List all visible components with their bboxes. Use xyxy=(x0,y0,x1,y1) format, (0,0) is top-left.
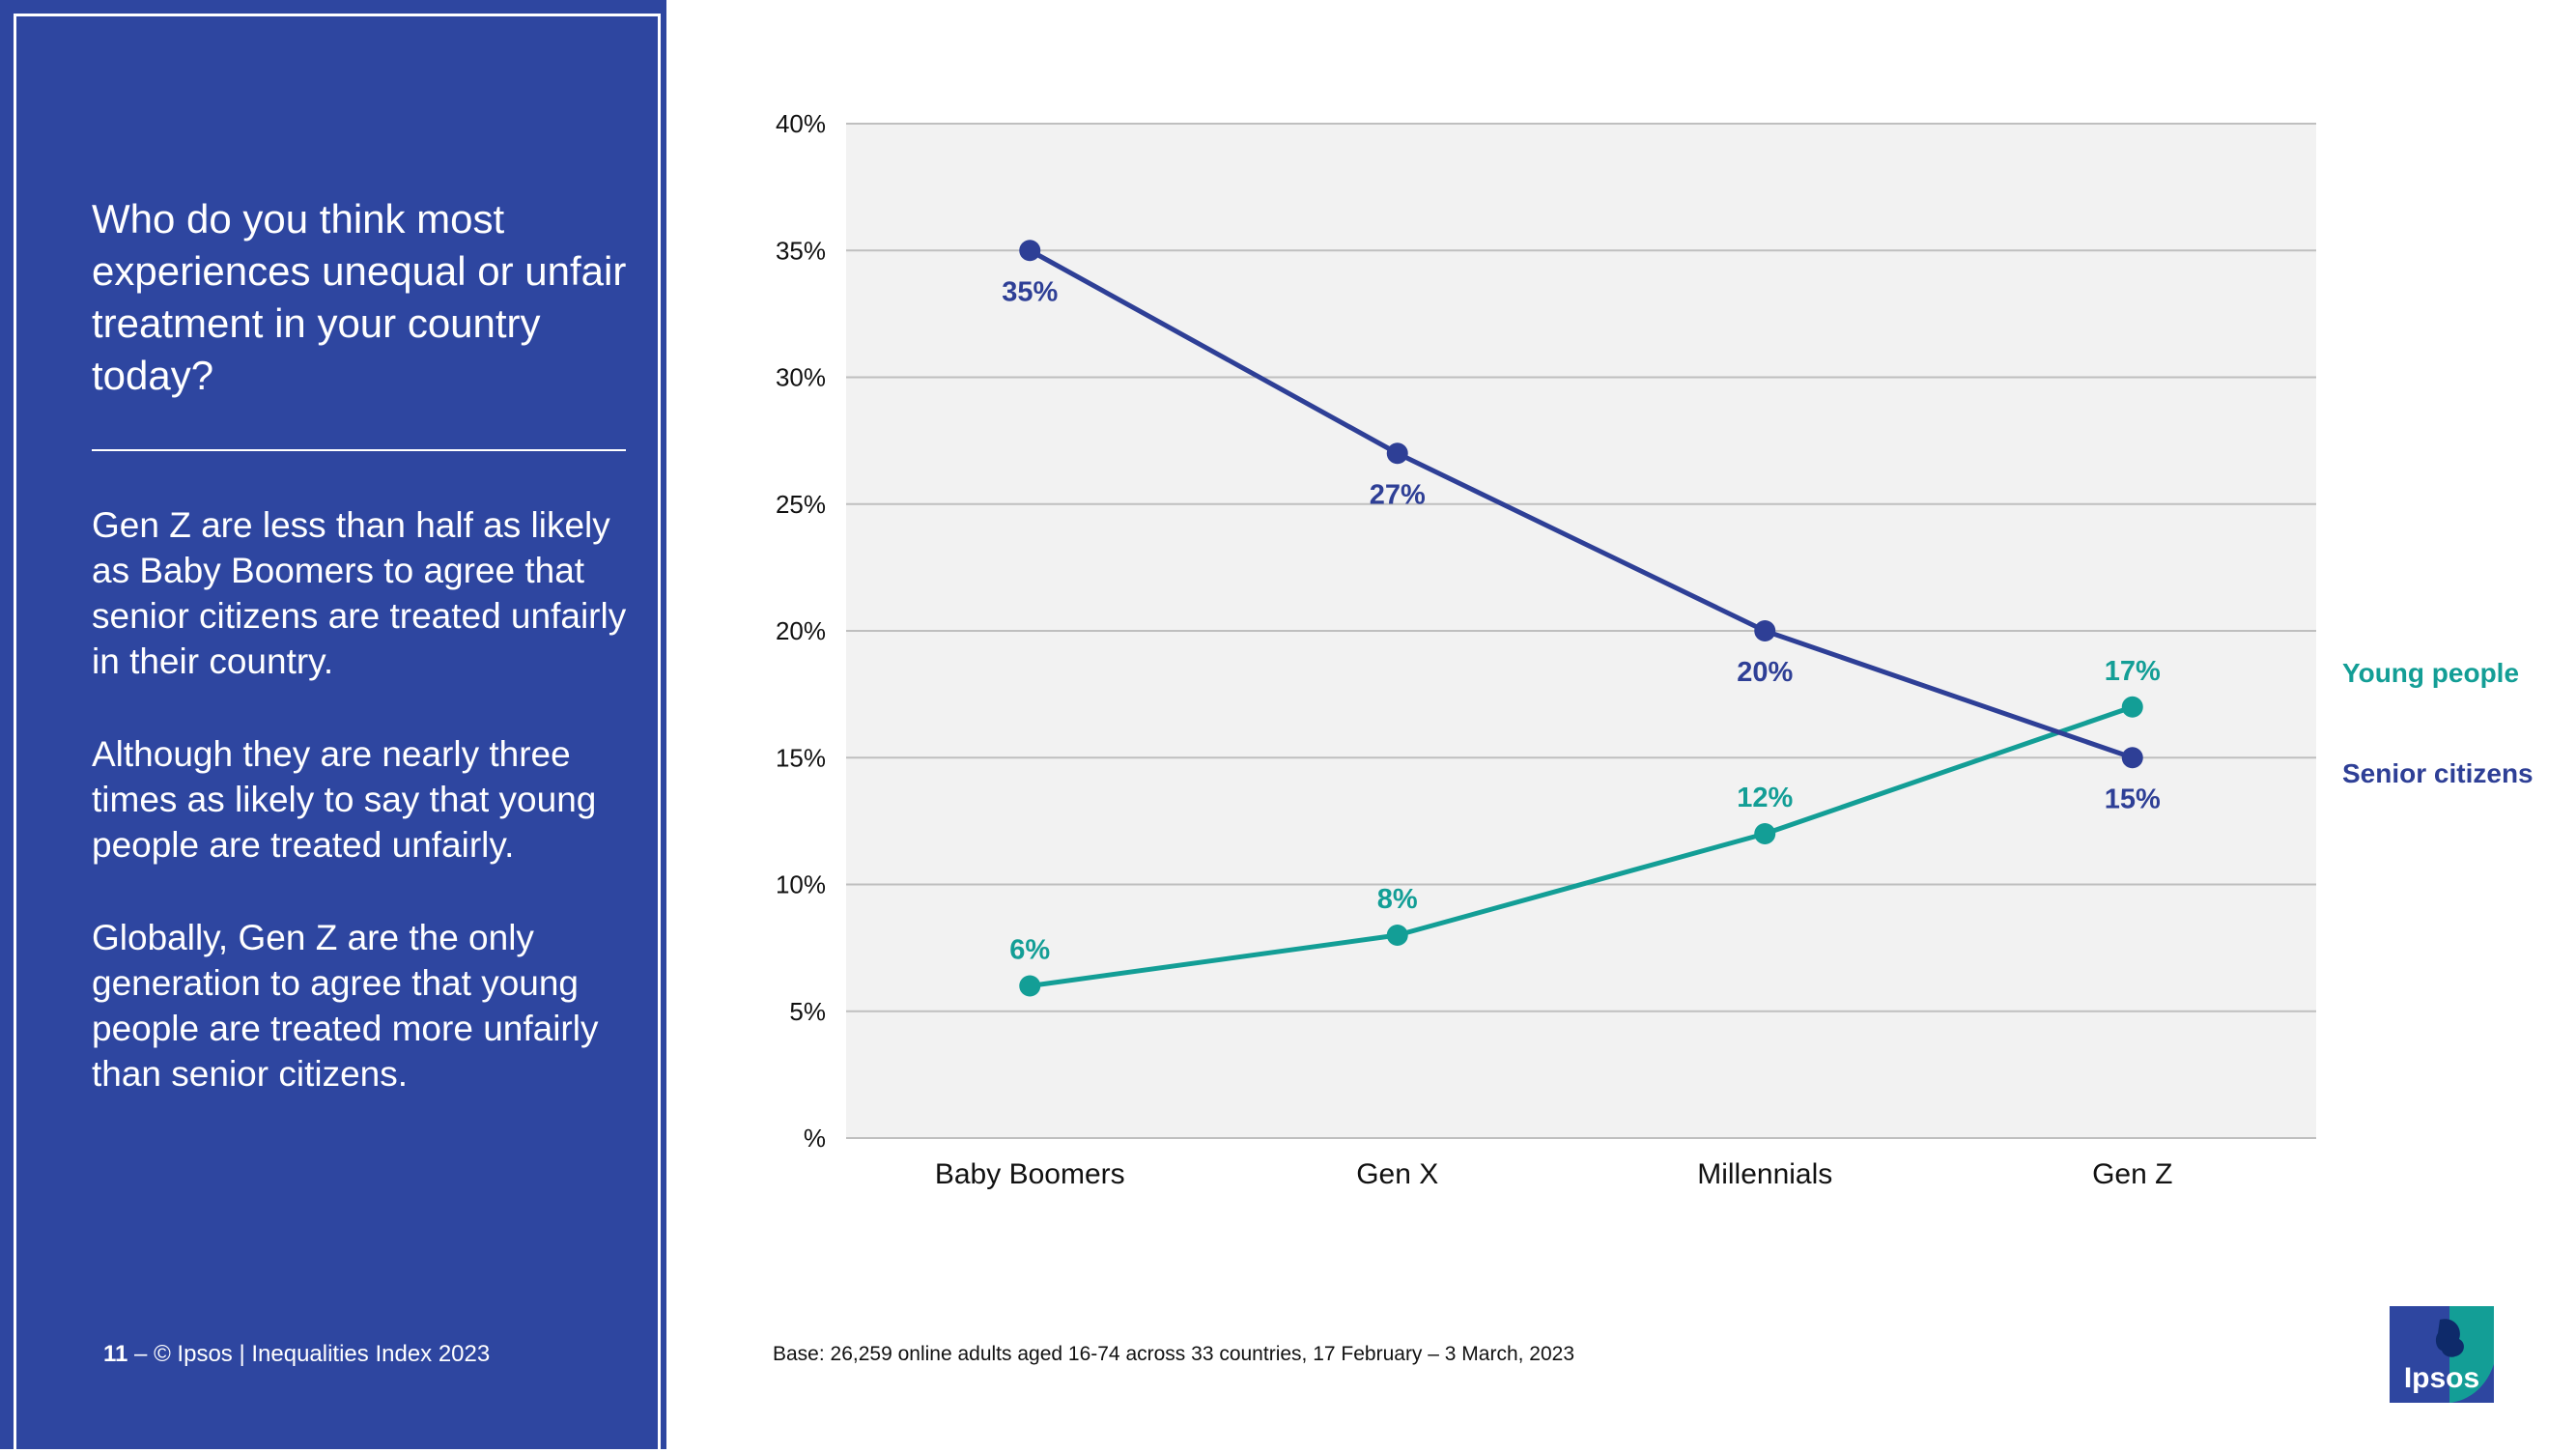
data-label: 12% xyxy=(1737,783,1793,813)
commentary-paragraph-3: Globally, Gen Z are the only generation … xyxy=(92,918,599,1094)
footer-copyright: © Ipsos | Inequalities Index 2023 xyxy=(154,1341,491,1367)
data-point xyxy=(1386,442,1408,465)
x-tick-label: Millennials xyxy=(1697,1158,1832,1190)
y-tick-label: 30% xyxy=(776,363,826,392)
data-point xyxy=(2121,696,2143,718)
base-note: Base: 26,259 online adults aged 16-74 ac… xyxy=(773,1343,1575,1365)
data-label: 20% xyxy=(1737,657,1793,688)
data-point xyxy=(1386,925,1408,946)
data-point xyxy=(1754,620,1776,641)
data-point xyxy=(2121,747,2143,769)
y-tick-label: 25% xyxy=(776,490,826,519)
divider-line xyxy=(92,449,626,451)
question-heading: Who do you think most experiences unequa… xyxy=(92,196,627,398)
y-tick-label: 20% xyxy=(776,616,826,645)
footer: 11 – © Ipsos | Inequalities Index 2023 xyxy=(103,1341,490,1368)
data-point xyxy=(1019,975,1041,997)
data-label: 35% xyxy=(1002,276,1058,307)
y-tick-label: 5% xyxy=(789,997,826,1026)
y-tick-label: 35% xyxy=(776,236,826,265)
data-label: 8% xyxy=(1377,884,1418,915)
commentary-paragraph-1: Gen Z are less than half as likely as Ba… xyxy=(92,505,627,681)
data-label: 27% xyxy=(1370,479,1426,510)
legend-entry: Senior citizens xyxy=(2342,758,2534,788)
y-tick-label: 15% xyxy=(776,743,826,772)
series-line-senior-citizens xyxy=(1029,248,2134,760)
x-tick-label: Gen Z xyxy=(2092,1158,2172,1190)
x-tick-label: Baby Boomers xyxy=(935,1158,1125,1190)
data-point xyxy=(1754,823,1776,844)
legend-entry: Young people xyxy=(2342,658,2519,688)
data-label: 17% xyxy=(2105,656,2161,687)
logo-text: Ipsos xyxy=(2403,1362,2480,1394)
y-tick-label: 40% xyxy=(776,109,826,138)
data-label: 6% xyxy=(1009,935,1050,966)
ipsos-logo: Ipsos xyxy=(2390,1306,2494,1403)
x-tick-label: Gen X xyxy=(1356,1158,1438,1190)
data-point xyxy=(1019,240,1041,262)
panel-frame xyxy=(14,14,661,1453)
logo-icon xyxy=(2390,1306,2494,1403)
commentary: Gen Z are less than half as likely as Ba… xyxy=(92,502,642,1144)
left-panel xyxy=(0,0,666,1449)
commentary-paragraph-2: Although they are nearly three times as … xyxy=(92,734,597,865)
series-line-young-people xyxy=(1029,704,2134,988)
y-tick-label: 10% xyxy=(776,870,826,899)
page-number: 11 xyxy=(103,1341,128,1367)
y-tick-label: % xyxy=(804,1124,826,1153)
data-label: 15% xyxy=(2105,783,2161,814)
footer-separator: – xyxy=(134,1341,148,1367)
